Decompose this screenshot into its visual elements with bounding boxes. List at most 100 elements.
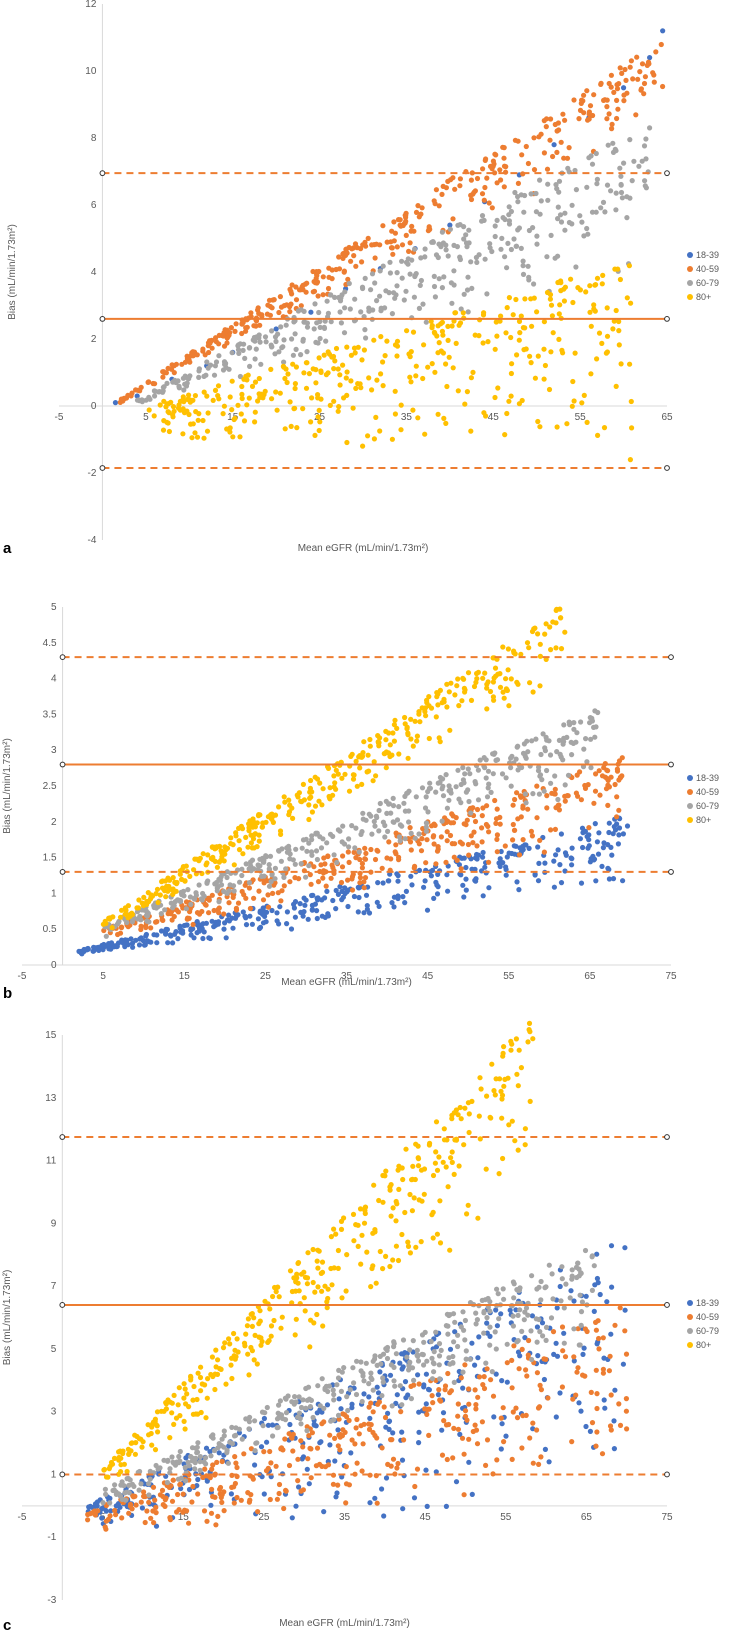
data-point [525,806,531,812]
data-point [344,1414,350,1420]
data-point [306,1433,312,1439]
data-point [287,1421,293,1428]
data-point [435,1392,441,1398]
data-point [641,143,648,149]
data-point [287,286,293,292]
data-point [213,1347,219,1353]
data-point [260,820,266,826]
data-point [537,683,543,689]
data-point [515,681,521,687]
data-point [601,1397,607,1403]
data-point [321,325,328,331]
data-point [612,1387,618,1393]
data-point [547,296,554,302]
data-point [154,886,161,892]
legend-marker [687,817,693,823]
data-point [218,1366,224,1372]
data-point [522,791,529,797]
data-point [522,296,528,302]
data-point [551,1351,557,1357]
data-point [499,235,505,241]
data-point [390,1456,397,1462]
data-point [495,671,501,677]
data-point [390,819,396,825]
data-point [272,351,278,357]
data-point [197,1454,203,1460]
data-point [537,837,543,844]
data-point [434,1231,440,1237]
data-point [422,805,429,811]
data-point [498,313,504,319]
data-point [132,1451,138,1457]
data-point [397,838,403,844]
data-point [314,1445,321,1451]
data-point [231,888,237,894]
data-point [492,346,498,352]
data-point [466,1459,472,1465]
data-point [316,309,322,316]
data-point [558,646,565,652]
data-point [409,1208,415,1214]
data-point [117,1504,123,1510]
data-point [546,1262,552,1268]
data-point [494,832,500,838]
x-tick-label: 5 [143,412,149,423]
data-point [586,116,592,122]
data-point [483,1360,489,1366]
data-point [486,885,492,891]
data-point [529,833,536,839]
data-point [525,1312,531,1318]
data-point [390,795,396,802]
data-point [592,788,599,794]
data-point [378,308,384,314]
data-point [143,908,149,914]
data-point [383,737,389,743]
data-point [335,1375,342,1381]
data-point [395,895,401,902]
data-point [266,866,272,872]
data-point [460,1385,466,1391]
data-point [473,1310,479,1316]
data-point [214,1459,220,1465]
data-point [482,765,488,771]
data-point [337,884,343,890]
y-tick-label: -1 [47,1532,56,1543]
data-point [536,791,543,797]
data-point [449,1159,455,1165]
data-point [337,1447,343,1453]
data-point [458,1116,464,1122]
data-point [333,1231,339,1237]
data-point [593,724,599,730]
data-point [619,755,625,761]
data-point [458,866,464,872]
data-point [245,844,251,850]
data-point [377,1248,383,1255]
data-point [542,362,549,369]
data-point [188,926,194,932]
data-point [145,379,151,385]
data-point [251,1357,257,1363]
data-point [331,784,337,790]
data-point [312,432,318,438]
data-point [614,794,620,800]
x-tick-label: 35 [401,412,413,423]
data-point [312,301,318,307]
data-point [228,835,234,841]
data-point [455,1401,461,1407]
data-point [295,1478,301,1484]
data-point [248,1492,254,1498]
y-tick-label: 0.5 [43,924,57,935]
data-point [566,145,572,151]
x-axis-title: Mean eGFR (mL/min/1.73m²) [281,977,412,988]
data-point [292,1394,298,1400]
data-point [498,177,504,183]
x-tick-label: 25 [260,971,272,982]
data-point [357,765,363,771]
data-point [176,402,182,408]
data-point [562,117,568,123]
data-point [573,1264,580,1270]
data-point [383,288,389,294]
data-point [197,1467,203,1473]
data-point [530,1460,536,1466]
